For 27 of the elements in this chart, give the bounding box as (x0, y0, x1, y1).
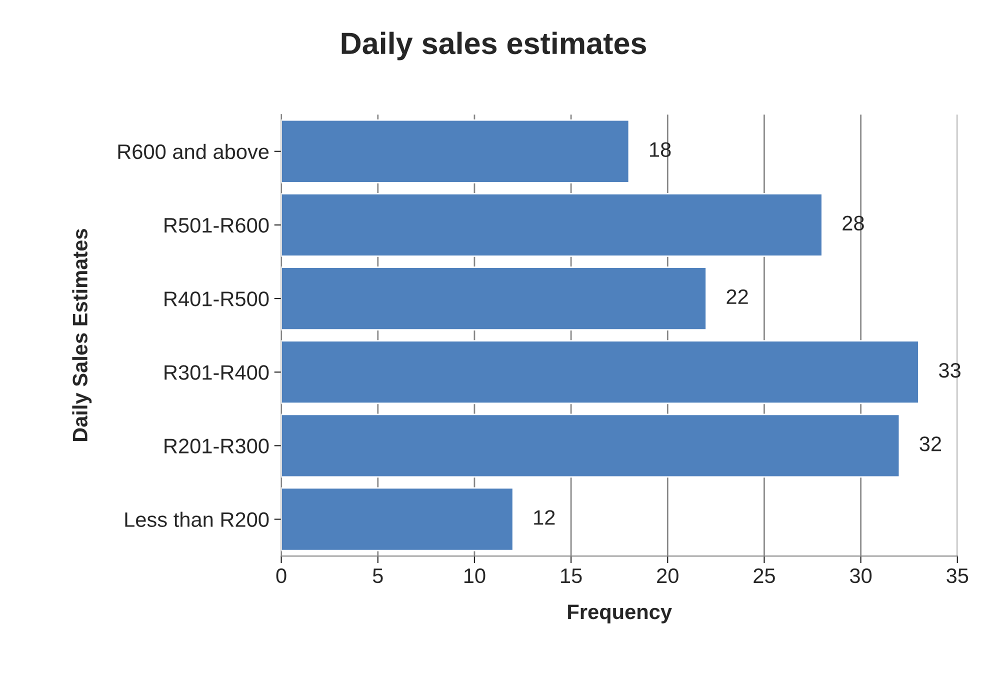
data-label: 33 (938, 362, 960, 378)
x-tick-label: 20 (657, 568, 678, 584)
bar (281, 192, 823, 257)
y-tick-label: Less than R200 (125, 512, 269, 528)
x-tick-label: 25 (754, 568, 775, 584)
y-tick-label: R600 and above (118, 144, 269, 160)
y-tick-label: R201-R300 (164, 438, 269, 454)
x-tick-label: 0 (276, 568, 286, 584)
bar (281, 340, 920, 404)
bar (281, 487, 514, 552)
bar (281, 266, 707, 330)
x-tick-label: 35 (946, 568, 968, 584)
x-axis-title: Frequency (568, 604, 672, 624)
chart-title: Daily sales estimates (342, 32, 646, 60)
x-tick-label: 10 (464, 568, 486, 584)
data-label: 12 (534, 510, 555, 525)
data-label: 22 (726, 289, 748, 304)
bar (281, 414, 900, 478)
x-tick-label: 30 (850, 568, 872, 584)
y-tick-label: R401-R500 (164, 292, 269, 306)
y-axis-title: Daily Sales Estimates (72, 229, 92, 442)
x-tick-label: 5 (372, 568, 383, 584)
x-tick-label: 15 (561, 568, 582, 584)
bar (281, 119, 630, 184)
data-label: 32 (920, 436, 942, 452)
y-tick-label: R501-R600 (164, 218, 269, 233)
y-tick-label: R301-R400 (164, 365, 269, 380)
